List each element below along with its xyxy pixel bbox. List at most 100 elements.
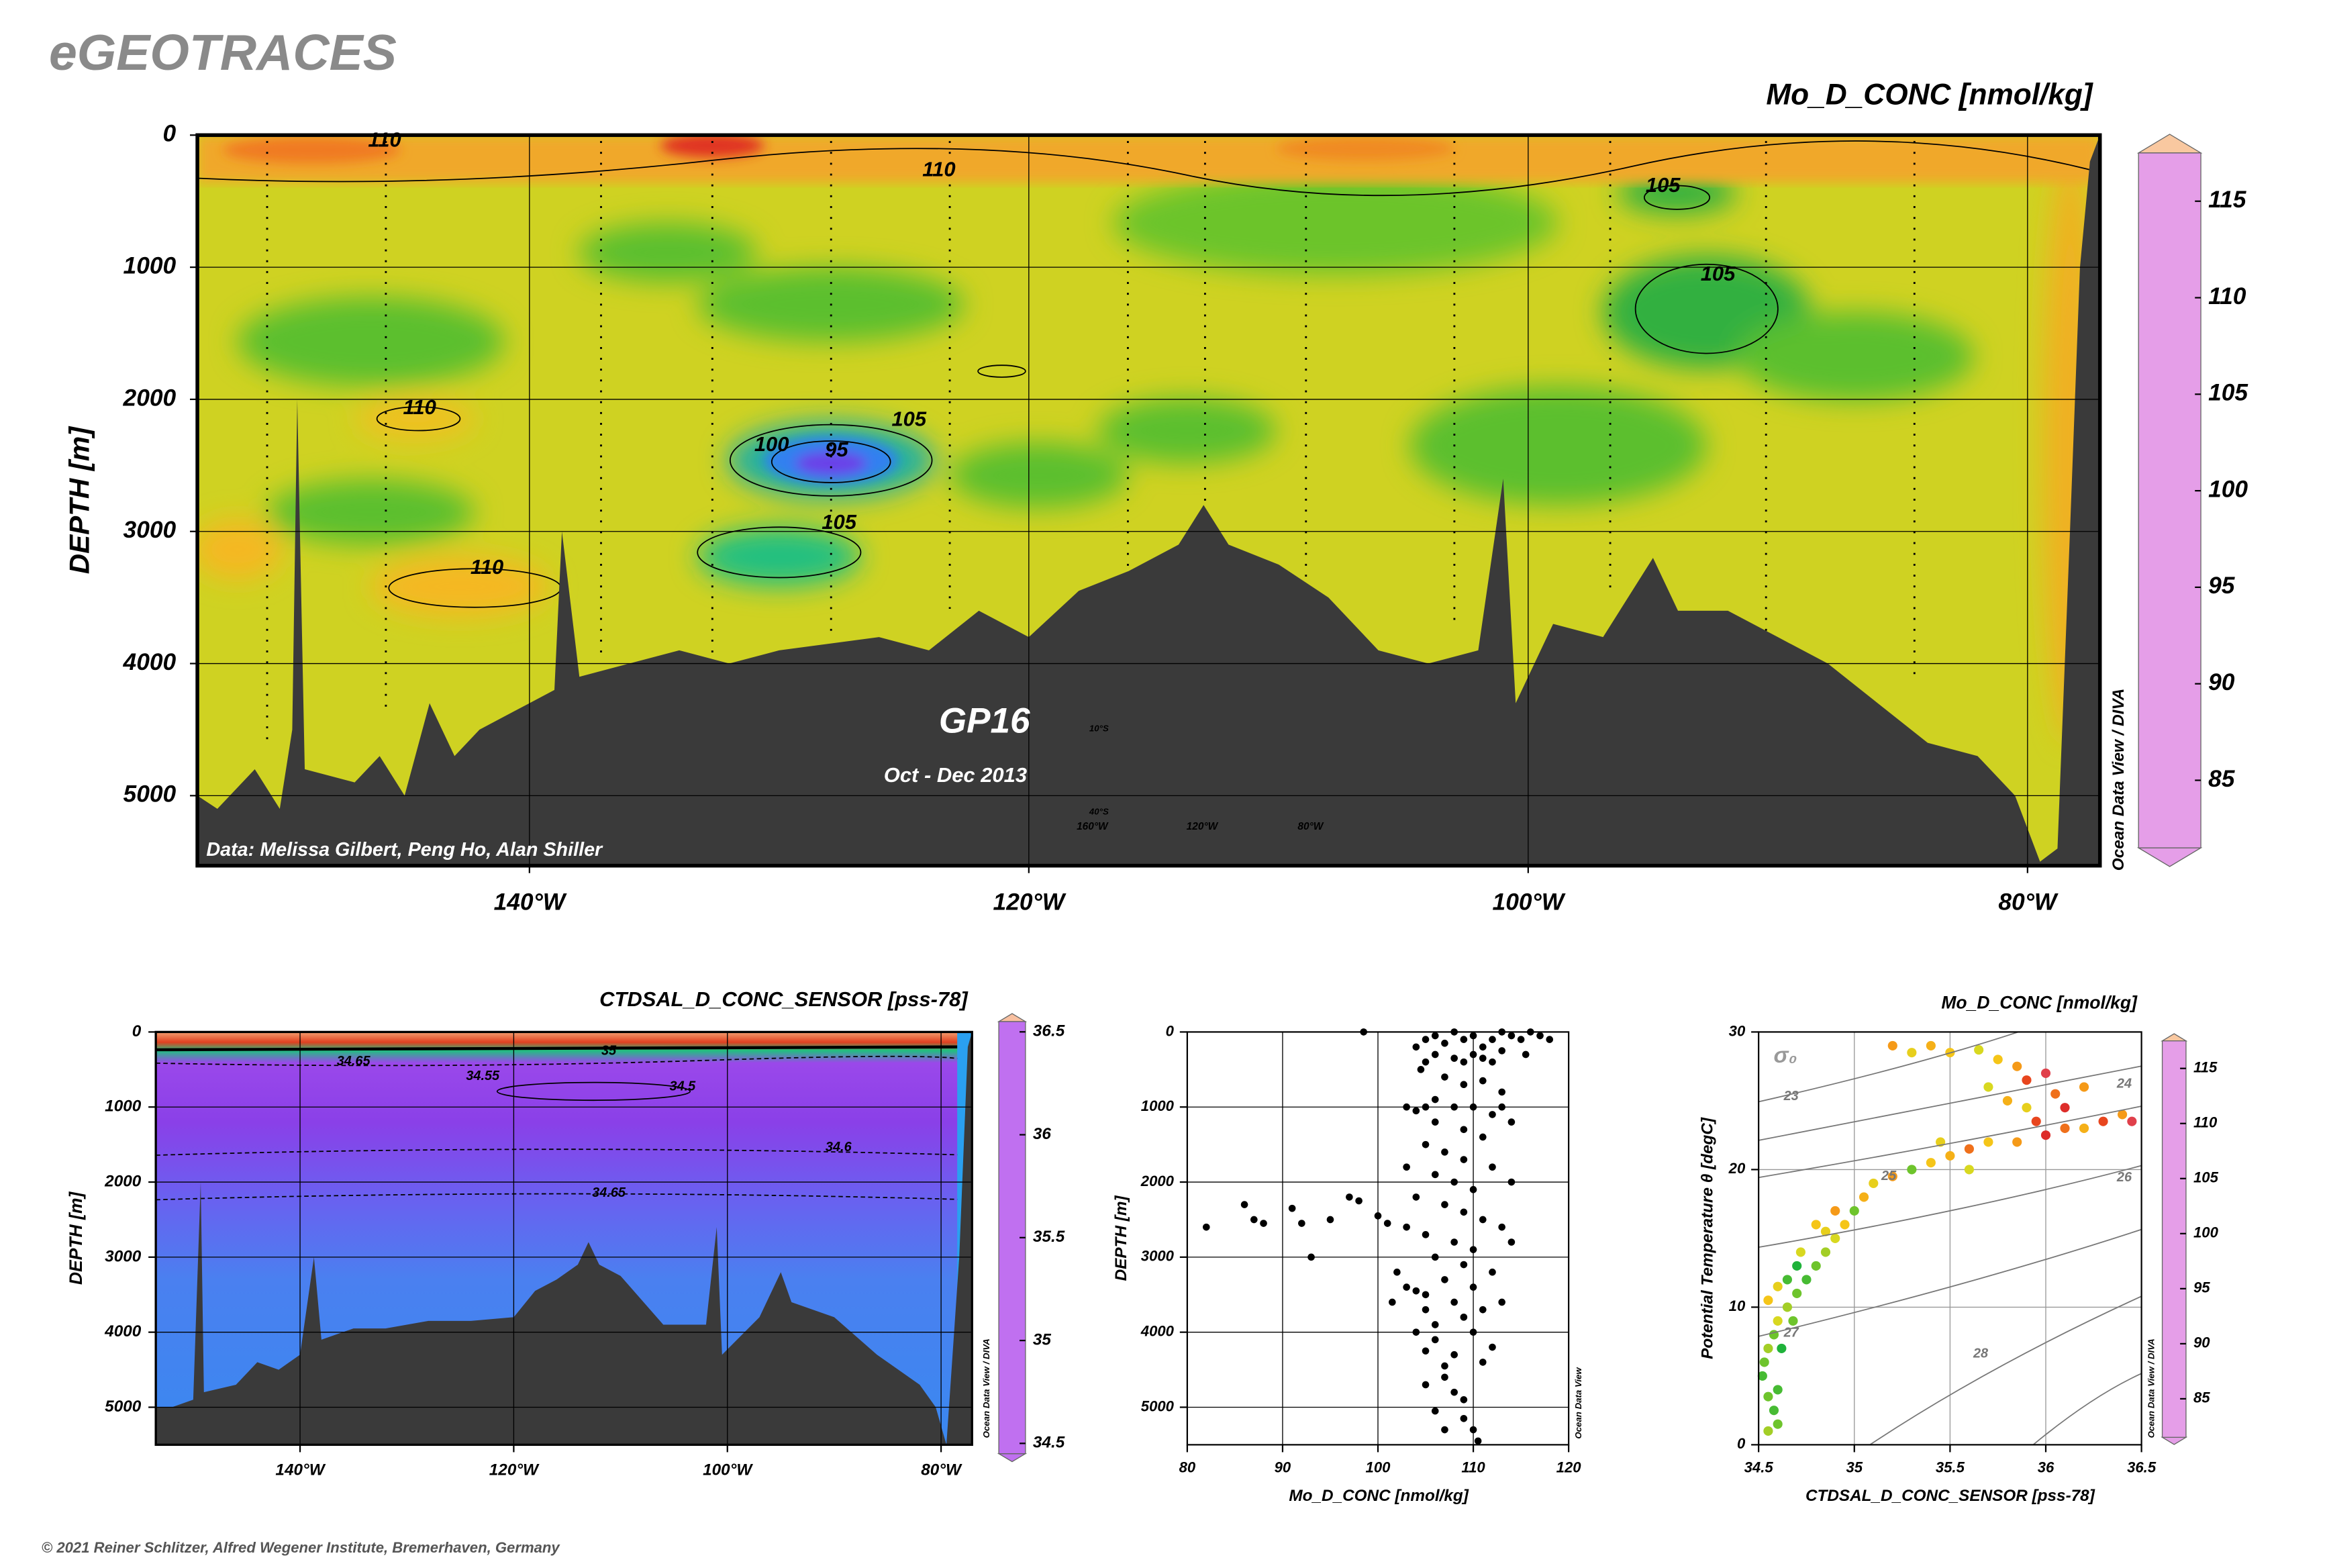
contour-label: 105 — [891, 407, 926, 431]
point — [1498, 1103, 1505, 1111]
point — [2079, 1123, 2089, 1133]
point — [1489, 1111, 1496, 1118]
contour-label: 35 — [601, 1043, 617, 1058]
point — [1517, 1036, 1525, 1043]
map-lat-label: 40°S — [1089, 807, 1109, 817]
x-tick-label: 110 — [1461, 1459, 1485, 1476]
y-tick-label: 1000 — [123, 252, 177, 279]
contour-label: 34.55 — [466, 1069, 500, 1083]
point — [1431, 1171, 1439, 1179]
map-lat-label: 10°S — [1089, 724, 1109, 734]
point — [1431, 1336, 1439, 1344]
point — [1964, 1165, 1974, 1175]
point — [1431, 1095, 1439, 1104]
point — [1546, 1036, 1554, 1043]
point — [1840, 1220, 1850, 1230]
point — [1830, 1206, 1840, 1216]
point — [1479, 1077, 1487, 1085]
contour-label: 110 — [403, 395, 436, 419]
contour-label: 34.65 — [592, 1185, 626, 1200]
point — [1983, 1082, 1993, 1092]
point — [1479, 1216, 1487, 1224]
point — [1820, 1247, 1831, 1257]
contour-label: 34.6 — [826, 1140, 852, 1155]
point — [1474, 1437, 1482, 1445]
colorbar-tick-label: 85 — [2193, 1389, 2210, 1406]
point — [1469, 1426, 1477, 1434]
map-lon-label: 80°W — [1297, 821, 1324, 832]
chart-panel: 80 90 100 110 120 0 1000 2000 3000 4000 5000 DEPTH … — [1112, 1022, 1583, 1505]
contour-label: 105 — [1701, 262, 1736, 285]
colorbar-tip — [997, 1453, 1028, 1463]
point — [1441, 1039, 1448, 1047]
point — [1431, 1321, 1439, 1328]
isopycnal — [1758, 1165, 2142, 1248]
point — [1460, 1395, 1468, 1404]
point — [1260, 1220, 1267, 1227]
colorbar-tip — [2161, 1033, 2188, 1042]
contour-label: 34.5 — [670, 1079, 697, 1093]
point — [1469, 1032, 1477, 1040]
data-credit: Data: Melissa Gilbert, Peng Ho, Alan Shi… — [206, 839, 603, 861]
point — [1460, 1058, 1468, 1066]
point — [1422, 1036, 1430, 1043]
chart-title: Mo_D_CONC [nmol/kg] — [1766, 78, 2093, 111]
point — [1412, 1328, 1420, 1336]
point — [1974, 1044, 1984, 1055]
isopycnal — [1869, 1295, 2142, 1446]
isopycnal-label: 23 — [1783, 1089, 1799, 1104]
point — [1769, 1406, 1779, 1416]
colorbar-tick-label: 95 — [2208, 573, 2236, 599]
point — [1469, 1283, 1477, 1291]
point — [1763, 1426, 1773, 1436]
y-tick-label: 10 — [1729, 1297, 1746, 1314]
colorbar-tick-label: 34.5 — [1033, 1434, 1065, 1452]
contour-label: 105 — [1646, 173, 1681, 197]
section-name: GP16 — [939, 701, 1030, 740]
isopycnal-label: 24 — [2116, 1077, 2132, 1091]
point — [1422, 1103, 1430, 1111]
point — [1964, 1144, 1974, 1154]
colorbar — [2138, 152, 2201, 848]
isopycnal — [1758, 1031, 2019, 1103]
point — [1450, 1178, 1458, 1186]
point — [1469, 1185, 1477, 1193]
point — [1422, 1231, 1430, 1238]
point — [2022, 1103, 2032, 1113]
page-title: eGEOTRACES — [49, 24, 397, 81]
y-tick-label: 1000 — [105, 1097, 142, 1116]
point — [1469, 1328, 1477, 1336]
point — [1759, 1357, 1769, 1367]
point — [1422, 1347, 1430, 1355]
x-tick-label: 100°W — [703, 1461, 753, 1479]
point — [1777, 1343, 1787, 1353]
x-axis-label: CTDSAL_D_CONC_SENSOR [pss-78] — [1805, 1487, 2095, 1505]
x-tick-label: 36.5 — [2127, 1459, 2157, 1476]
point — [1887, 1040, 1897, 1051]
colorbar-tick-label: 110 — [2193, 1114, 2218, 1131]
contour-label: 105 — [822, 510, 856, 534]
point — [1441, 1426, 1448, 1434]
point — [1450, 1055, 1458, 1062]
point — [1907, 1048, 1917, 1058]
point — [1450, 1103, 1458, 1111]
point — [2079, 1082, 2089, 1092]
point — [1450, 1298, 1458, 1306]
y-tick-label: 0 — [132, 1022, 142, 1040]
colorbar-tip — [2161, 1436, 2188, 1445]
point — [1441, 1073, 1448, 1081]
point — [1469, 1246, 1477, 1253]
point — [1498, 1298, 1505, 1306]
point — [2002, 1095, 2013, 1106]
point — [1479, 1055, 1487, 1062]
point — [1403, 1103, 1410, 1111]
point — [1298, 1220, 1305, 1227]
point — [1849, 1206, 1859, 1216]
isopycnal-label: 25 — [1881, 1169, 1897, 1183]
point — [1422, 1306, 1430, 1314]
y-tick-label: 2000 — [104, 1172, 142, 1190]
colorbar-tick-label: 100 — [2193, 1224, 2219, 1241]
point — [1830, 1233, 1840, 1243]
point — [1773, 1281, 1783, 1291]
point — [1250, 1216, 1258, 1224]
